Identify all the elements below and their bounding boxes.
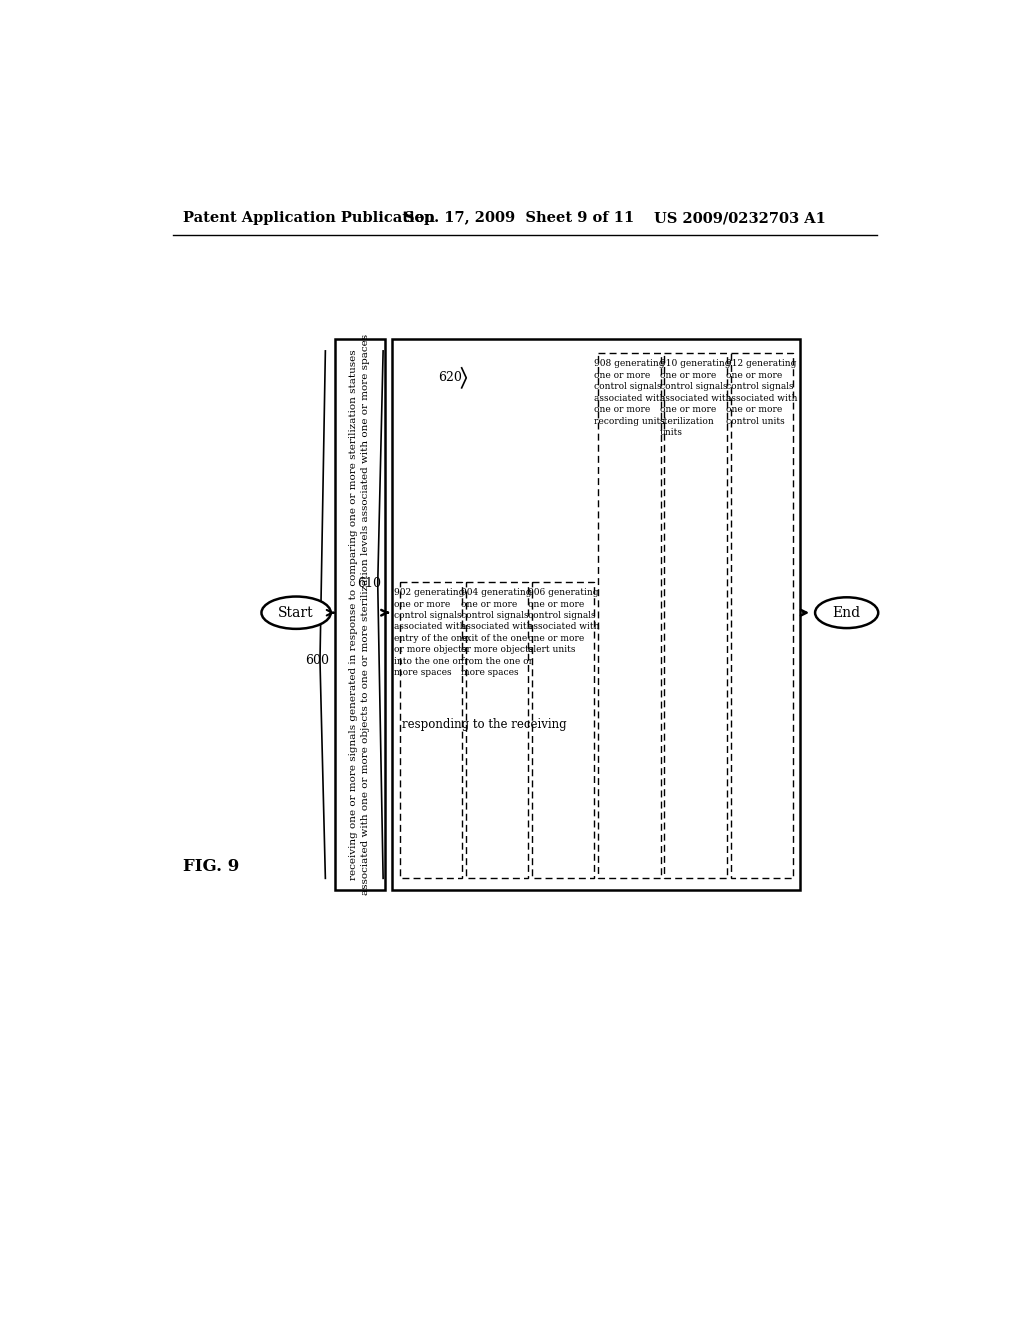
Text: Patent Application Publication: Patent Application Publication (183, 211, 435, 226)
Text: 620: 620 (438, 371, 462, 384)
Text: 610: 610 (357, 577, 381, 590)
Bar (400, 582, 462, 878)
Bar (730, 354, 793, 878)
Bar (665, 354, 727, 878)
Text: US 2009/0232703 A1: US 2009/0232703 A1 (654, 211, 826, 226)
Text: 906 generating
one or more
control signals
associated with
one or more
alert uni: 906 generating one or more control signa… (527, 589, 599, 655)
Text: responding to the receiving: responding to the receiving (401, 718, 566, 731)
Ellipse shape (261, 597, 331, 628)
Bar (532, 582, 595, 878)
Bar (335, 339, 385, 890)
Text: 902 generating
one or more
control signals
associated with
entry of the one
or m: 902 generating one or more control signa… (394, 589, 468, 677)
Text: 600: 600 (305, 655, 329, 668)
Bar (466, 582, 528, 878)
Bar (392, 339, 801, 890)
Text: 904 generating
one or more
control signals
associated with
exit of the one
or mo: 904 generating one or more control signa… (461, 589, 534, 677)
Text: FIG. 9: FIG. 9 (183, 858, 240, 875)
Text: End: End (833, 606, 861, 619)
Text: Sep. 17, 2009  Sheet 9 of 11: Sep. 17, 2009 Sheet 9 of 11 (403, 211, 634, 226)
Ellipse shape (815, 597, 879, 628)
Text: receiving one or more signals generated in response to comparing one or more ste: receiving one or more signals generated … (349, 334, 371, 895)
Bar (598, 354, 660, 878)
Text: 908 generating
one or more
control signals
associated with
one or more
recording: 908 generating one or more control signa… (594, 359, 666, 425)
Text: 912 generating
one or more
control signals
associated with
one or more
control u: 912 generating one or more control signa… (726, 359, 798, 425)
Text: Start: Start (279, 606, 314, 619)
Text: 910 generating
one or more
control signals
associated with
one or more
steriliza: 910 generating one or more control signa… (659, 359, 731, 437)
